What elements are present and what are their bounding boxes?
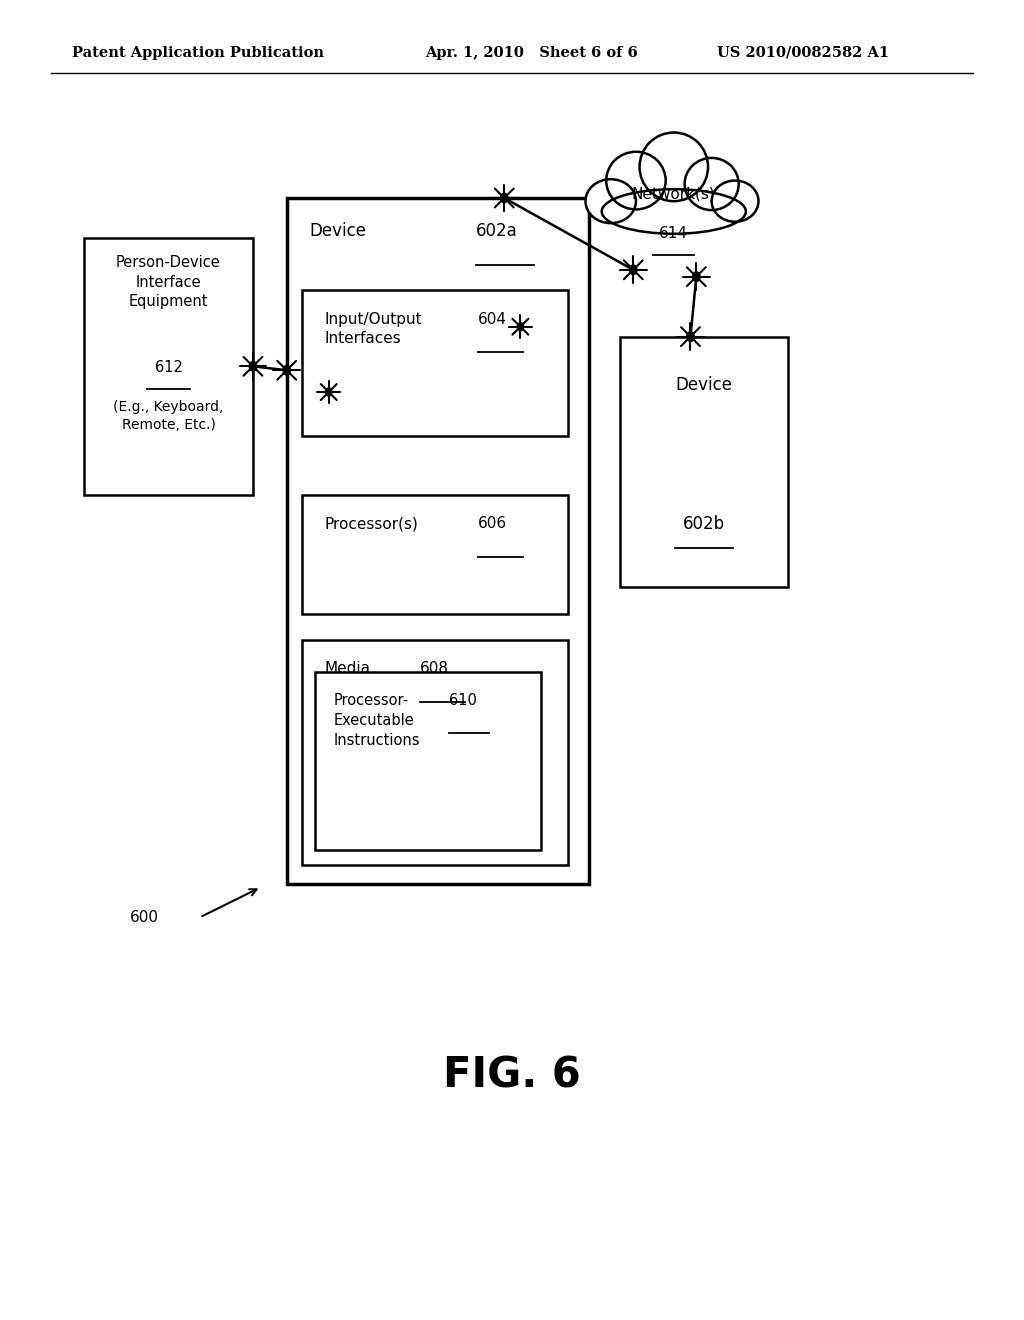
Ellipse shape (606, 152, 666, 210)
Text: 606: 606 (478, 516, 507, 531)
Bar (302, 495, 568, 614)
Text: (E.g., Keyboard,
Remote, Etc.): (E.g., Keyboard, Remote, Etc.) (114, 400, 223, 433)
Ellipse shape (685, 158, 738, 210)
Text: Patent Application Publication: Patent Application Publication (72, 46, 324, 59)
Text: 600: 600 (130, 909, 159, 925)
Ellipse shape (586, 180, 636, 223)
Circle shape (283, 366, 291, 375)
Ellipse shape (712, 181, 759, 222)
Circle shape (249, 362, 257, 371)
Ellipse shape (640, 132, 708, 201)
Circle shape (326, 388, 332, 396)
Text: 608: 608 (420, 661, 449, 676)
Text: Input/Output
Interfaces: Input/Output Interfaces (325, 312, 422, 346)
Bar (302, 640, 568, 865)
Text: US 2010/0082582 A1: US 2010/0082582 A1 (717, 46, 889, 59)
Text: Device: Device (676, 376, 732, 395)
Text: 604: 604 (478, 312, 507, 326)
Circle shape (630, 265, 637, 275)
Text: Apr. 1, 2010   Sheet 6 of 6: Apr. 1, 2010 Sheet 6 of 6 (425, 46, 638, 59)
Text: Media: Media (325, 661, 371, 676)
Text: 602b: 602b (683, 515, 725, 533)
Bar (315, 672, 541, 850)
Bar (302, 290, 568, 436)
Text: 602a: 602a (476, 222, 518, 240)
Circle shape (692, 272, 700, 281)
Text: Network(s): Network(s) (632, 186, 716, 202)
Circle shape (687, 331, 694, 342)
Ellipse shape (602, 189, 745, 234)
Bar (620, 337, 788, 587)
Bar (287, 198, 589, 884)
Circle shape (501, 193, 508, 203)
Text: 610: 610 (449, 693, 476, 708)
Text: FIG. 6: FIG. 6 (443, 1055, 581, 1097)
Text: 612: 612 (155, 360, 182, 375)
Text: Processor-
Executable
Instructions: Processor- Executable Instructions (334, 693, 420, 747)
Text: Processor(s): Processor(s) (325, 516, 419, 531)
Text: Person-Device
Interface
Equipment: Person-Device Interface Equipment (116, 255, 221, 309)
Bar (84, 238, 253, 495)
Circle shape (517, 322, 523, 331)
Text: Device: Device (309, 222, 367, 240)
Text: 614: 614 (659, 226, 688, 242)
